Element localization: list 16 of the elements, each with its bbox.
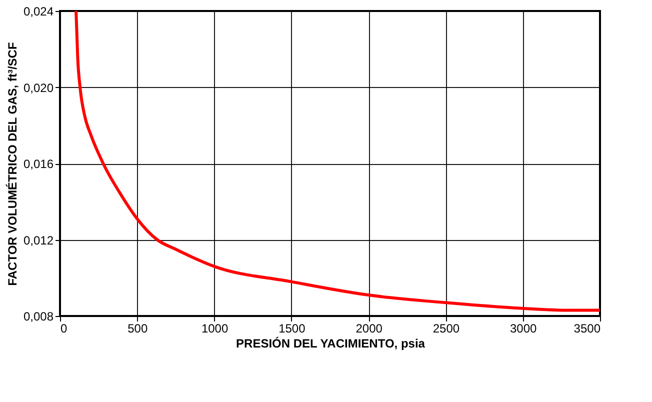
y-tick-label: 0,012 [23, 233, 54, 248]
x-tick-label: 0 [60, 322, 68, 336]
x-tick-label: 2500 [432, 322, 460, 336]
x-axis-title: PRESIÓN DEL YACIMIENTO, psia [236, 336, 426, 350]
y-tick-label: 0,020 [23, 80, 54, 95]
x-tick-label: 3000 [510, 322, 538, 336]
x-tick-label: 500 [128, 322, 148, 336]
y-tick-label: 0,024 [23, 4, 54, 18]
y-tick-label: 0,016 [23, 157, 54, 171]
x-tick-label: 1000 [201, 322, 228, 336]
x-tick-label: 2000 [356, 322, 383, 336]
line-series [74, 11, 600, 312]
x-tick-label: 3500 [574, 322, 601, 336]
y-tick-label: 0,008 [23, 310, 54, 324]
x-tick-label: 1500 [278, 322, 306, 336]
y-axis-title: FACTOR VOLUMÉTRICO DEL GAS, ft³/SCF [5, 42, 20, 286]
